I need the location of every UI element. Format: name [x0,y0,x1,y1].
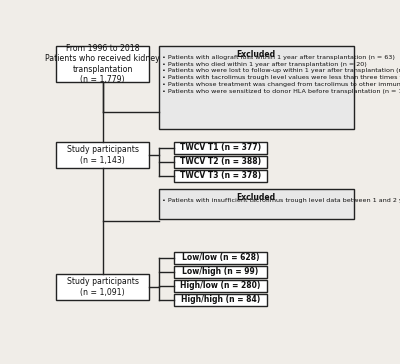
Text: Excluded: Excluded [236,50,276,59]
FancyBboxPatch shape [174,294,267,306]
Text: TWCV T1 (n = 377): TWCV T1 (n = 377) [180,143,261,152]
FancyBboxPatch shape [174,156,267,167]
Text: Low/high (n = 99): Low/high (n = 99) [182,267,259,276]
FancyBboxPatch shape [174,280,267,292]
Text: Low/low (n = 628): Low/low (n = 628) [182,253,259,262]
FancyBboxPatch shape [174,142,267,154]
Text: Excluded: Excluded [236,193,276,202]
FancyBboxPatch shape [174,252,267,264]
Text: • Patients with allograft loss within 1 year after transplantation (n = 63)
• Pa: • Patients with allograft loss within 1 … [162,55,400,94]
Text: TWCV T2 (n = 388): TWCV T2 (n = 388) [180,157,261,166]
Text: Study participants
(n = 1,091): Study participants (n = 1,091) [67,277,139,297]
Text: • Patients with insufficient tacrolimus trough level data between 1 and 2 years : • Patients with insufficient tacrolimus … [162,198,400,203]
Text: TWCV T3 (n = 378): TWCV T3 (n = 378) [180,171,261,180]
FancyBboxPatch shape [56,47,149,82]
Text: From 1996 to 2018
Patients who received kidney
transplantation
(n = 1,779): From 1996 to 2018 Patients who received … [45,44,160,84]
Text: High/low (n = 280): High/low (n = 280) [180,281,261,290]
FancyBboxPatch shape [174,170,267,182]
Text: Study participants
(n = 1,143): Study participants (n = 1,143) [67,145,139,165]
FancyBboxPatch shape [174,266,267,278]
Text: High/high (n = 84): High/high (n = 84) [181,295,260,304]
FancyBboxPatch shape [158,47,354,129]
FancyBboxPatch shape [56,273,149,300]
FancyBboxPatch shape [56,142,149,169]
FancyBboxPatch shape [158,189,354,219]
